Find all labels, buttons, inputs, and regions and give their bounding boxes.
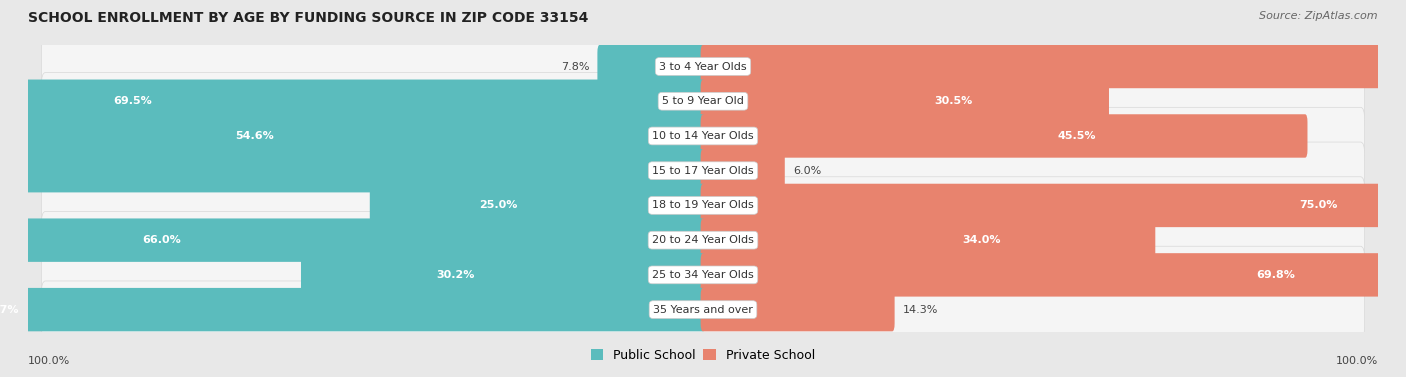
Text: 35 Years and over: 35 Years and over <box>652 305 754 315</box>
Text: 30.2%: 30.2% <box>436 270 474 280</box>
Text: 100.0%: 100.0% <box>1336 356 1378 366</box>
FancyBboxPatch shape <box>598 45 706 88</box>
FancyBboxPatch shape <box>41 38 1365 95</box>
Text: 54.6%: 54.6% <box>236 131 274 141</box>
FancyBboxPatch shape <box>41 211 1365 269</box>
FancyBboxPatch shape <box>0 114 706 158</box>
Text: 25.0%: 25.0% <box>478 201 517 210</box>
FancyBboxPatch shape <box>0 80 706 123</box>
Text: 20 to 24 Year Olds: 20 to 24 Year Olds <box>652 235 754 245</box>
Text: 66.0%: 66.0% <box>142 235 181 245</box>
FancyBboxPatch shape <box>700 149 785 192</box>
FancyBboxPatch shape <box>700 45 1406 88</box>
FancyBboxPatch shape <box>41 107 1365 165</box>
Text: 69.8%: 69.8% <box>1256 270 1295 280</box>
FancyBboxPatch shape <box>700 80 1109 123</box>
Text: 15 to 17 Year Olds: 15 to 17 Year Olds <box>652 166 754 176</box>
Text: 5 to 9 Year Old: 5 to 9 Year Old <box>662 96 744 106</box>
FancyBboxPatch shape <box>700 253 1406 297</box>
FancyBboxPatch shape <box>0 218 706 262</box>
Text: 6.0%: 6.0% <box>793 166 821 176</box>
FancyBboxPatch shape <box>700 184 1406 227</box>
Text: 25 to 34 Year Olds: 25 to 34 Year Olds <box>652 270 754 280</box>
Text: 69.5%: 69.5% <box>114 96 152 106</box>
FancyBboxPatch shape <box>700 114 1308 158</box>
FancyBboxPatch shape <box>0 288 706 331</box>
Text: 18 to 19 Year Olds: 18 to 19 Year Olds <box>652 201 754 210</box>
Text: 7.8%: 7.8% <box>561 61 589 72</box>
Text: 10 to 14 Year Olds: 10 to 14 Year Olds <box>652 131 754 141</box>
Text: 45.5%: 45.5% <box>1057 131 1095 141</box>
FancyBboxPatch shape <box>301 253 706 297</box>
FancyBboxPatch shape <box>41 281 1365 338</box>
Legend: Public School, Private School: Public School, Private School <box>586 344 820 367</box>
Text: 3 to 4 Year Olds: 3 to 4 Year Olds <box>659 61 747 72</box>
Text: 75.0%: 75.0% <box>1299 201 1337 210</box>
Text: SCHOOL ENROLLMENT BY AGE BY FUNDING SOURCE IN ZIP CODE 33154: SCHOOL ENROLLMENT BY AGE BY FUNDING SOUR… <box>28 11 589 25</box>
FancyBboxPatch shape <box>700 288 894 331</box>
FancyBboxPatch shape <box>41 142 1365 199</box>
FancyBboxPatch shape <box>370 184 706 227</box>
Text: 14.3%: 14.3% <box>903 305 938 315</box>
FancyBboxPatch shape <box>41 246 1365 303</box>
Text: 30.5%: 30.5% <box>934 96 973 106</box>
FancyBboxPatch shape <box>700 218 1156 262</box>
FancyBboxPatch shape <box>0 149 706 192</box>
Text: 34.0%: 34.0% <box>963 235 1001 245</box>
Text: 85.7%: 85.7% <box>0 305 20 315</box>
FancyBboxPatch shape <box>41 177 1365 234</box>
Text: Source: ZipAtlas.com: Source: ZipAtlas.com <box>1260 11 1378 21</box>
FancyBboxPatch shape <box>41 73 1365 130</box>
Text: 100.0%: 100.0% <box>28 356 70 366</box>
